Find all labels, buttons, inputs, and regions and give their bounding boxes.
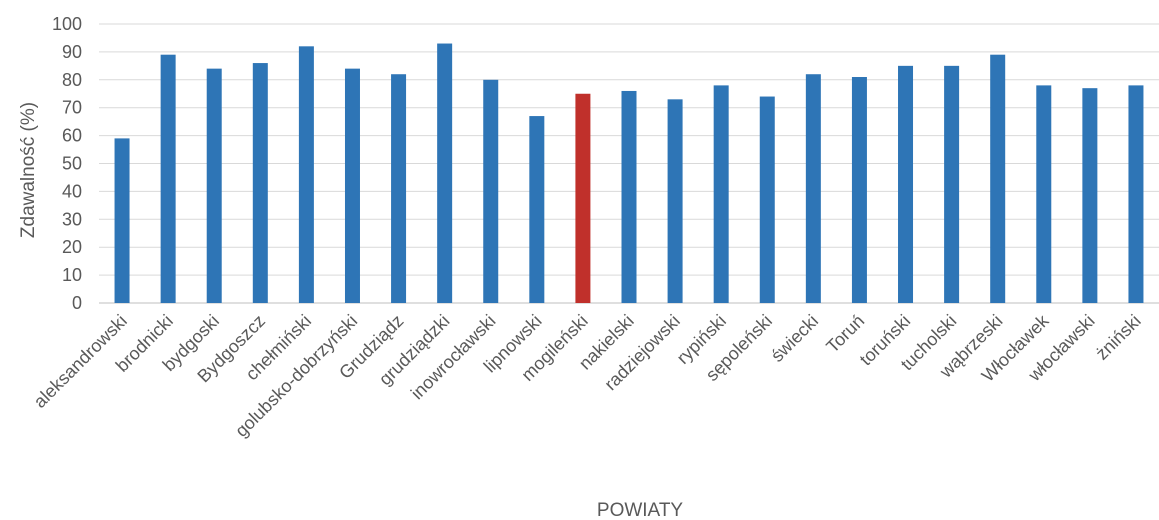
bar-rypiński	[713, 85, 729, 303]
bar-Toruń	[851, 77, 867, 303]
bar-żniński	[1128, 85, 1144, 303]
y-tick-label: 60	[62, 126, 82, 146]
x-tick-labels: aleksandrowskibrodnickibydgoskiBydgoszcz…	[30, 310, 1145, 441]
bar-wąbrzeski	[990, 54, 1006, 303]
bar-Bydgoszcz	[252, 63, 268, 304]
bar-radziejowski	[667, 99, 683, 303]
bar-golubsko-dobrzyński	[344, 68, 360, 303]
y-tick-label: 90	[62, 42, 82, 62]
y-tick-label: 80	[62, 70, 82, 90]
bar-sępoleński	[759, 96, 775, 303]
y-tick-label: 30	[62, 209, 82, 229]
bar-aleksandrowski	[114, 138, 130, 303]
bar-lipnowski	[529, 116, 545, 303]
bar-nakielski	[621, 90, 637, 304]
bar-layer	[114, 43, 1144, 304]
bar-chełmiński	[298, 46, 314, 303]
y-tick-label: 100	[52, 14, 82, 34]
bar-grudziądzki	[437, 43, 453, 303]
y-tick-label: 20	[62, 237, 82, 257]
bar-brodnicki	[160, 54, 176, 303]
x-axis-title: POWIATY	[597, 500, 684, 520]
y-tick-label: 0	[72, 293, 82, 313]
y-tick-label: 70	[62, 98, 82, 118]
bar-bydgoski	[206, 68, 222, 303]
bar-Grudziądz	[391, 74, 407, 303]
x-tick-label: żniński	[1092, 311, 1145, 364]
bar-świecki	[805, 74, 821, 303]
bar-toruński	[898, 65, 914, 303]
bar-mogileński	[575, 93, 591, 303]
y-axis-title: Zdawalność (%)	[18, 102, 39, 238]
x-tick-label: świecki	[767, 311, 822, 366]
bar-tucholski	[944, 65, 960, 303]
y-tick-label: 10	[62, 265, 82, 285]
bar-włocławski	[1082, 88, 1098, 303]
y-tick-label: 50	[62, 154, 82, 174]
y-tick-label: 40	[62, 181, 82, 201]
bar-inowrocławski	[483, 79, 499, 303]
bar-Włocławek	[1036, 85, 1052, 303]
y-tick-labels: 0 10 20 30 40 50 60 70 80 90 100	[52, 14, 82, 313]
